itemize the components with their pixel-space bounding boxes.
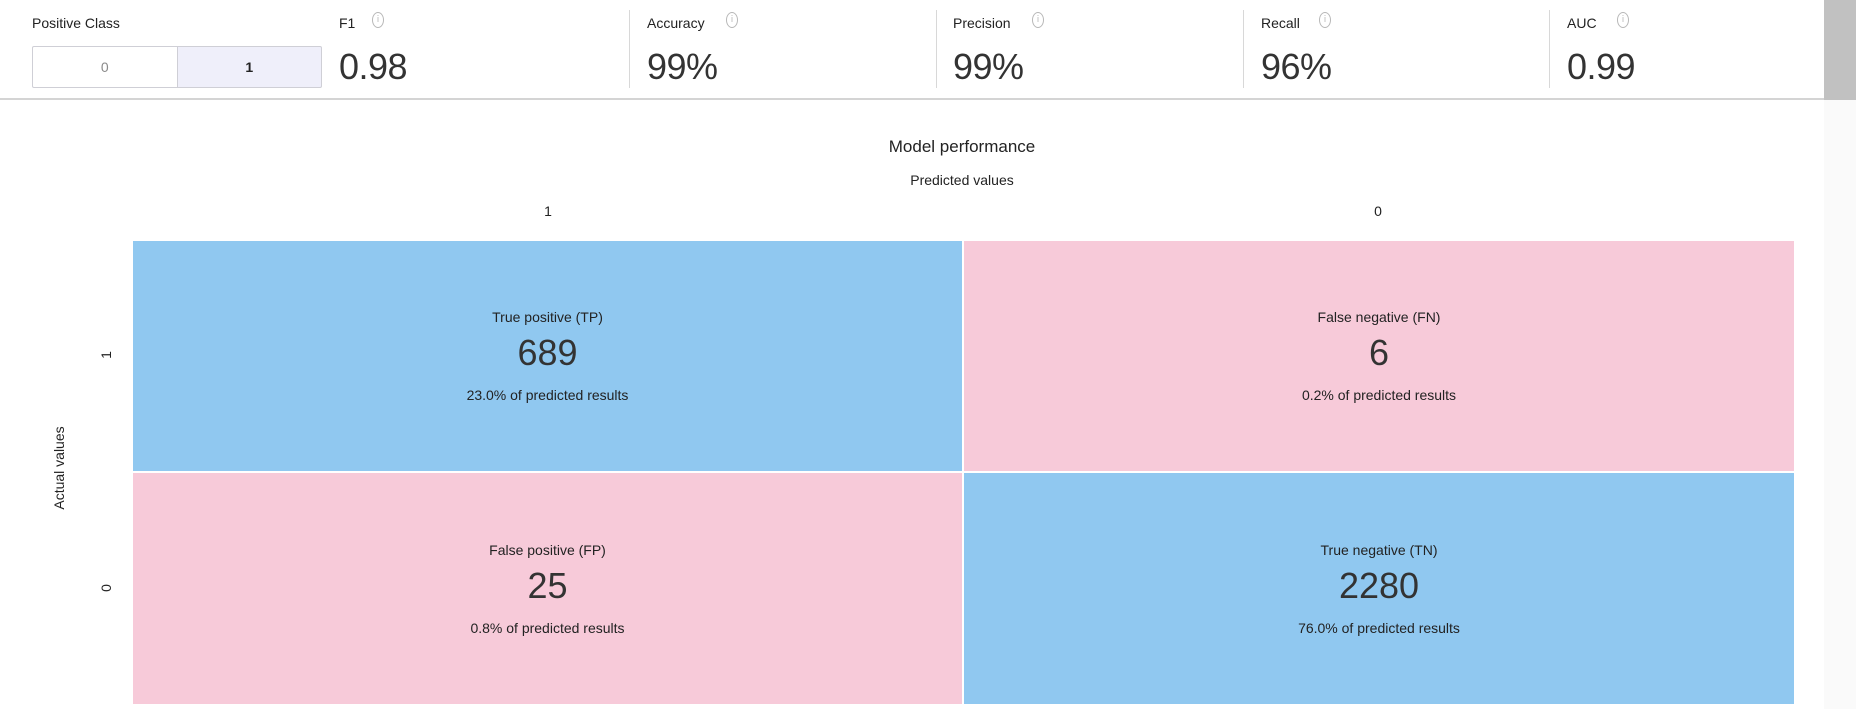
metrics-header: Positive Class 0 1 F1 i 0.98 Accuracy i … bbox=[0, 0, 1824, 100]
metric-auc-value: 0.99 bbox=[1567, 46, 1636, 87]
scrollbar-thumb[interactable] bbox=[1824, 0, 1856, 100]
cell-title: False negative (FN) bbox=[1317, 309, 1441, 325]
cell-true-negative: True negative (TN) 2280 76.0% of predict… bbox=[964, 473, 1794, 704]
info-icon[interactable]: i bbox=[1617, 12, 1629, 28]
actual-axis-title: Actual values bbox=[51, 426, 67, 510]
positive-class-option-1[interactable]: 1 bbox=[177, 46, 322, 88]
cell-false-negative: False negative (FN) 6 0.2% of predicted … bbox=[964, 241, 1794, 471]
metric-precision-label: Precision bbox=[953, 15, 1011, 31]
cell-percentage: 23.0% of predicted results bbox=[466, 387, 629, 403]
cell-count: 6 bbox=[1368, 332, 1390, 373]
predicted-label-0: 0 bbox=[1374, 203, 1382, 219]
cell-title: False positive (FP) bbox=[489, 541, 606, 558]
cell-count: 689 bbox=[517, 332, 578, 373]
cell-false-positive: False positive (FP) 25 0.8% of predicted… bbox=[133, 473, 962, 704]
cell-title: True negative (TN) bbox=[1320, 541, 1438, 558]
cell-title: True positive (TP) bbox=[492, 309, 603, 325]
info-icon[interactable]: i bbox=[1032, 12, 1044, 28]
predicted-axis-title: Predicted values bbox=[910, 172, 1014, 188]
positive-class-toggle: 0 1 bbox=[32, 46, 322, 88]
cell-percentage: 76.0% of predicted results bbox=[1298, 619, 1460, 636]
matrix-title: Model performance bbox=[888, 137, 1036, 156]
info-icon[interactable]: i bbox=[1319, 12, 1331, 28]
positive-class-label: Positive Class bbox=[32, 15, 120, 31]
positive-class-option-0[interactable]: 0 bbox=[32, 46, 178, 88]
cell-count: 25 bbox=[527, 564, 568, 606]
metric-recall-label: Recall bbox=[1261, 15, 1300, 31]
scrollbar-track[interactable] bbox=[1824, 0, 1856, 709]
metric-auc-label: AUC bbox=[1567, 15, 1597, 31]
metric-divider bbox=[1243, 10, 1244, 88]
metric-recall-value: 96% bbox=[1261, 46, 1332, 87]
info-icon[interactable]: i bbox=[372, 12, 384, 28]
metric-divider bbox=[936, 10, 937, 88]
metric-f1-label: F1 bbox=[339, 15, 356, 31]
cell-count: 2280 bbox=[1338, 564, 1420, 606]
metric-accuracy-label: Accuracy bbox=[647, 15, 705, 31]
actual-label-1: 1 bbox=[98, 351, 114, 359]
metric-divider bbox=[629, 10, 630, 88]
cell-true-positive: True positive (TP) 689 23.0% of predicte… bbox=[133, 241, 962, 471]
cell-percentage: 0.2% of predicted results bbox=[1301, 387, 1457, 403]
metric-precision-value: 99% bbox=[953, 46, 1024, 87]
predicted-label-1: 1 bbox=[544, 203, 552, 219]
actual-label-0: 0 bbox=[98, 584, 114, 592]
metric-divider bbox=[1549, 10, 1550, 88]
metric-f1-value: 0.98 bbox=[339, 46, 408, 87]
cell-percentage: 0.8% of predicted results bbox=[470, 619, 625, 636]
metric-accuracy-value: 99% bbox=[647, 46, 718, 87]
info-icon[interactable]: i bbox=[726, 12, 738, 28]
